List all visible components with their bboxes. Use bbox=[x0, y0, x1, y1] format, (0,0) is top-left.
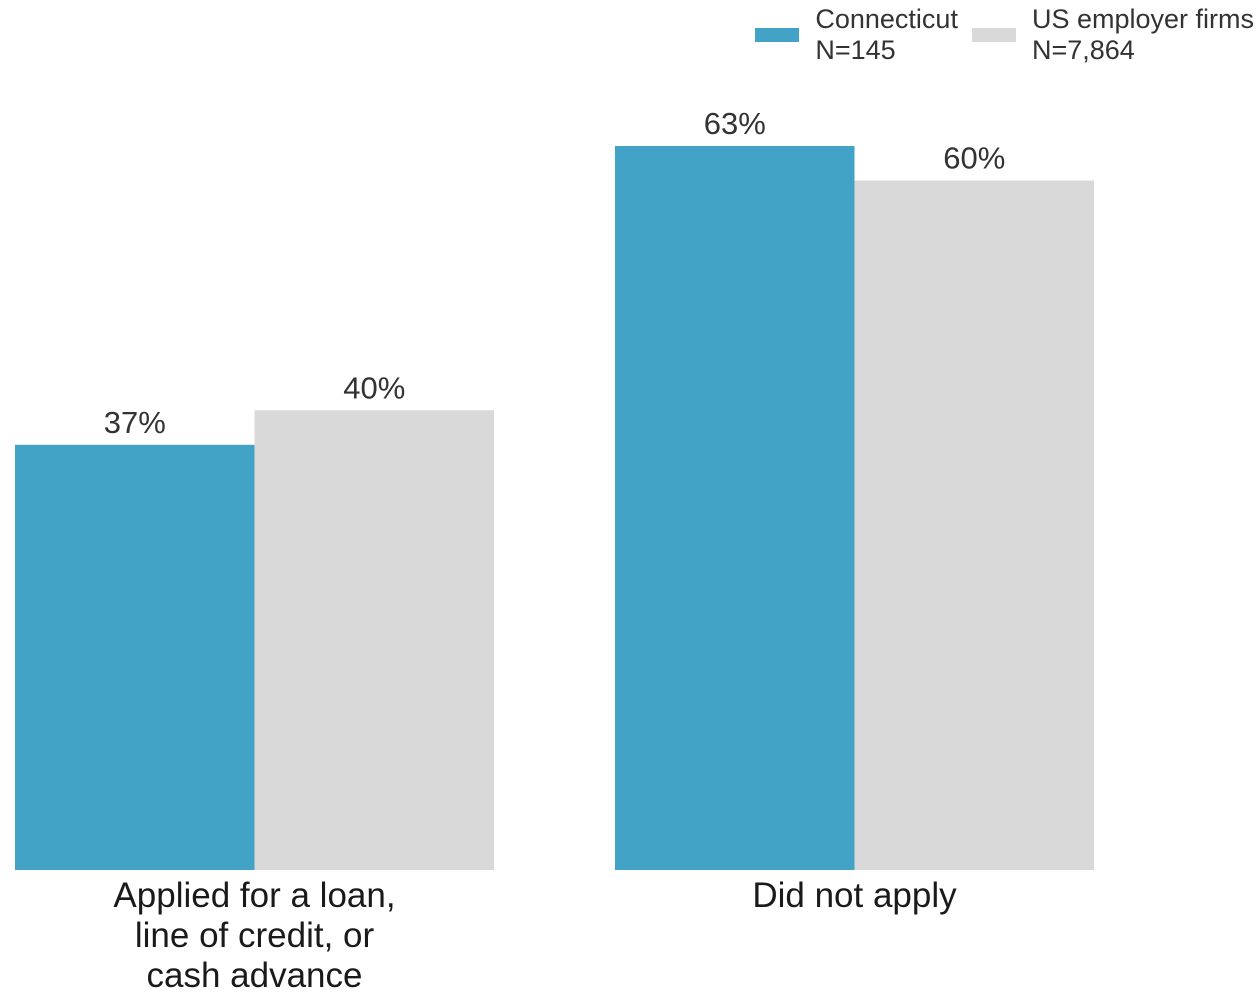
category-label-0-line-0: Applied for a loan, bbox=[113, 876, 395, 915]
legend-item-us-employer-firms: US employer firms N=7,864 bbox=[971, 4, 1254, 66]
data-label-connecticut-0: 37% bbox=[104, 405, 166, 440]
bar-connecticut-1 bbox=[615, 146, 855, 870]
legend-swatch-connecticut bbox=[755, 28, 800, 42]
bar-connecticut-0 bbox=[15, 444, 255, 870]
legend-label-us-employer-firms: US employer firms bbox=[1031, 4, 1254, 34]
legend-label-connecticut: Connecticut bbox=[815, 4, 958, 34]
legend: Connecticut N=145 US employer firms N=7,… bbox=[755, 4, 1254, 66]
legend-sublabel-us-employer-firms: N=7,864 bbox=[1031, 35, 1135, 65]
data-label-us-employer-firms-1: 60% bbox=[943, 140, 1005, 175]
legend-swatch-us-employer-firms bbox=[971, 28, 1016, 42]
data-label-connecticut-1: 63% bbox=[704, 106, 766, 141]
data-label-us-employer-firms-0: 40% bbox=[343, 370, 405, 405]
bar-us-employer-firms-1 bbox=[854, 180, 1094, 870]
category-label-0-line-1: line of credit, or bbox=[135, 916, 375, 955]
legend-sublabel-connecticut: N=145 bbox=[815, 35, 896, 65]
bar-us-employer-firms-0 bbox=[254, 410, 494, 870]
category-label-1-line-0: Did not apply bbox=[752, 876, 957, 915]
category-label-0-line-2: cash advance bbox=[147, 956, 363, 992]
legend-item-connecticut: Connecticut N=145 bbox=[755, 4, 958, 66]
